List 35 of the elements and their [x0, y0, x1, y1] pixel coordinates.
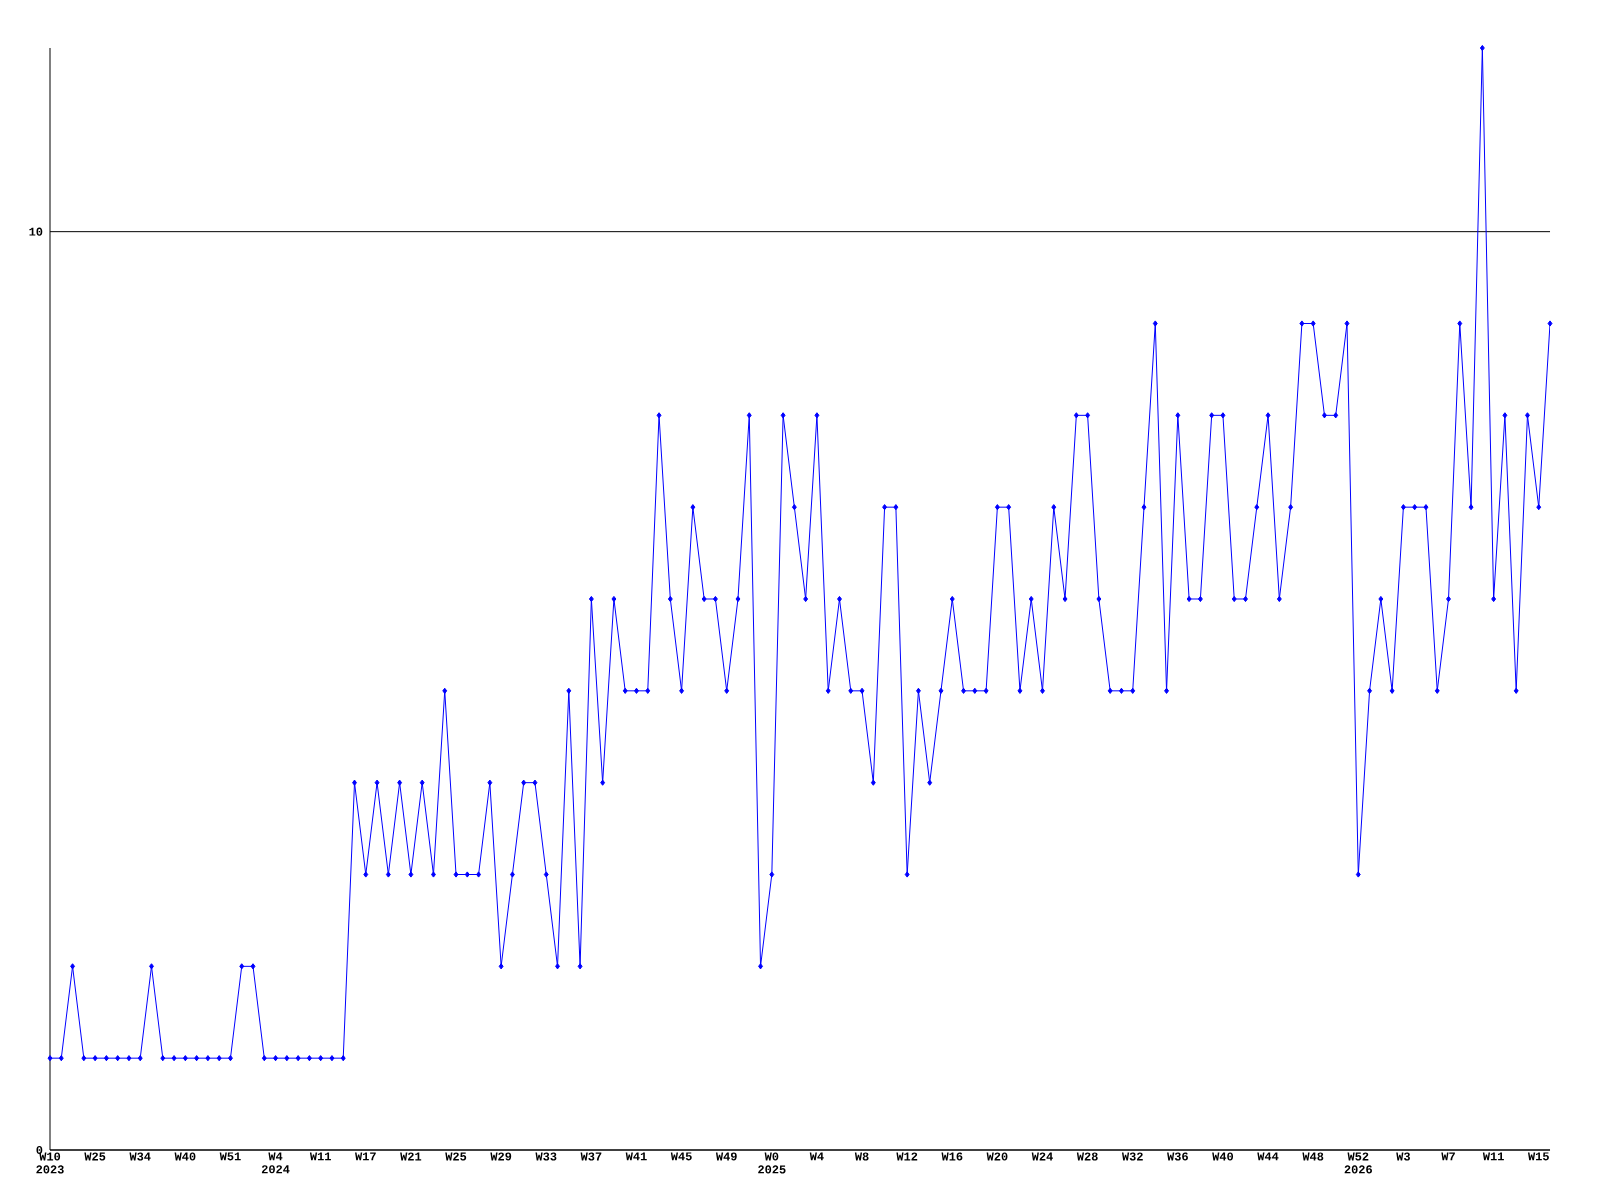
x-tick-label: W17	[355, 1152, 376, 1161]
x-tick-label: W28	[1076, 1152, 1098, 1161]
x-tick-label: W29	[490, 1152, 512, 1161]
x-tick-label: W45	[670, 1152, 692, 1161]
x-tick-label: W15	[1527, 1152, 1549, 1161]
x-tick-label: W4	[809, 1152, 824, 1161]
x-tick-label: W12	[896, 1152, 918, 1161]
x-tick-label: W4 2024	[261, 1152, 290, 1174]
y-tick-label: 0	[36, 1145, 43, 1155]
x-tick-label: W40	[174, 1152, 196, 1161]
x-tick-label: W20	[986, 1152, 1008, 1161]
x-tick-label: W37	[580, 1152, 602, 1161]
x-tick-label: W3	[1396, 1152, 1410, 1161]
x-tick-label: W36	[1167, 1152, 1188, 1161]
x-tick-label: W33	[535, 1152, 557, 1161]
x-tick-label: W25	[84, 1152, 106, 1161]
x-tick-label: W11	[309, 1152, 331, 1161]
x-tick-label: W21	[400, 1152, 422, 1161]
x-tick-label: W34	[129, 1152, 151, 1161]
x-tick-label: W8	[854, 1152, 869, 1161]
x-tick-label: W52 2026	[1344, 1152, 1372, 1174]
x-tick-label: W16	[941, 1152, 963, 1161]
x-tick-label: W11	[1482, 1152, 1504, 1161]
x-tick-label: W41	[625, 1152, 647, 1161]
x-tick-label: W32	[1121, 1152, 1143, 1161]
x-tick-label: W40	[1212, 1152, 1234, 1161]
x-tick-label: W7	[1441, 1152, 1455, 1161]
x-tick-label: W0 2025	[758, 1152, 786, 1174]
x-tick-label: W48	[1302, 1152, 1324, 1161]
x-tick-label: W49	[715, 1152, 737, 1161]
y-tick-label: 10	[29, 227, 43, 236]
x-tick-label: W25	[445, 1152, 467, 1161]
x-tick-label: W24	[1031, 1152, 1053, 1161]
x-tick-label: W44	[1257, 1152, 1279, 1161]
x-tick-label: W51	[219, 1152, 241, 1161]
